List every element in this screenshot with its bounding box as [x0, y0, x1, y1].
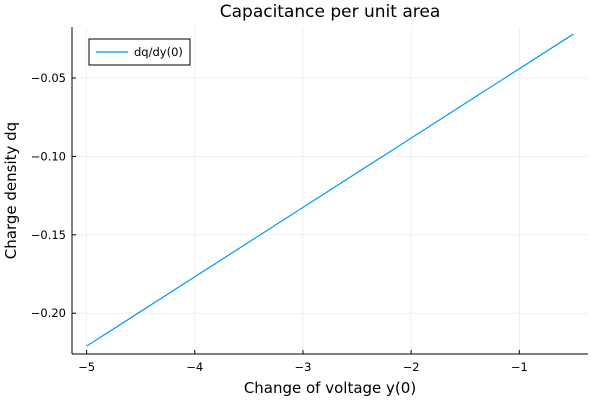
y-tick-label: −0.15 [31, 228, 66, 242]
x-tick-label: −4 [186, 360, 203, 374]
series-line [86, 33, 574, 347]
series-layer [86, 33, 574, 347]
legend: dq/dy(0) [88, 38, 191, 66]
y-tick-label: −0.05 [31, 71, 66, 85]
legend-label: dq/dy(0) [134, 45, 183, 59]
y-axis-label: Charge density dq [2, 122, 20, 259]
x-tick-label: −3 [294, 360, 311, 374]
x-tick-label: −1 [511, 360, 528, 374]
x-tick-label: −5 [78, 360, 95, 374]
x-tick-label: −2 [403, 360, 420, 374]
x-axis-label: Change of voltage y(0) [244, 379, 416, 397]
y-tick-label: −0.10 [31, 149, 66, 163]
y-ticks: −0.05 −0.10 −0.15 −0.20 [31, 71, 76, 320]
y-tick-label: −0.20 [31, 306, 66, 320]
grid [72, 27, 588, 354]
x-ticks: −5 −4 −3 −2 −1 [78, 350, 528, 374]
chart-title: Capacitance per unit area [220, 2, 441, 22]
axes [71, 27, 588, 355]
